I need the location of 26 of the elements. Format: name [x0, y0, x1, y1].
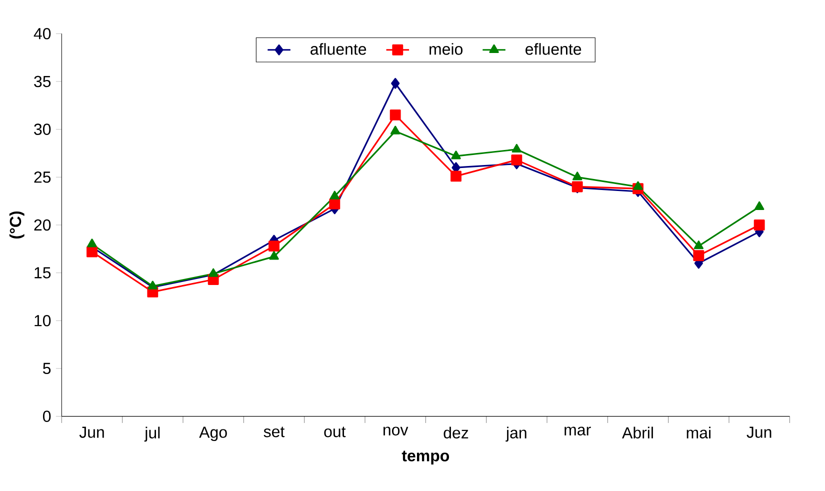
x-tick-label: dez: [444, 426, 468, 438]
y-tick-label: 0: [43, 410, 51, 422]
y-tick-label: 30: [34, 124, 51, 135]
y-tick-label: 20: [34, 219, 51, 231]
x-axis-title: tempo: [402, 450, 450, 465]
y-tick-label: 40: [34, 28, 51, 40]
y-tick-label: 35: [34, 76, 51, 88]
x-tick-label: Jun: [79, 426, 104, 438]
y-axis-title: (°C): [9, 211, 24, 238]
x-tick-label: out: [324, 426, 346, 438]
x-tick-label: nov: [384, 426, 408, 436]
legend-label: meio: [430, 43, 462, 55]
x-tick-label: mai: [686, 426, 710, 438]
x-tick-label: Abril: [622, 426, 653, 438]
x-tick-label: set: [264, 426, 285, 438]
y-tick-label: 5: [43, 362, 51, 374]
x-tick-label: jan: [506, 426, 526, 442]
y-tick-label: 25: [34, 171, 51, 183]
legend-label: efluente: [526, 43, 582, 55]
x-tick-label: Jun: [746, 426, 772, 438]
legend-label: afluente: [310, 43, 366, 55]
y-tick-label: 10: [34, 314, 51, 326]
x-tick-label: Ago: [199, 426, 227, 442]
y-tick-label: 15: [34, 267, 51, 278]
x-tick-label: jul: [144, 426, 160, 442]
x-tick-label: mar: [564, 426, 591, 436]
